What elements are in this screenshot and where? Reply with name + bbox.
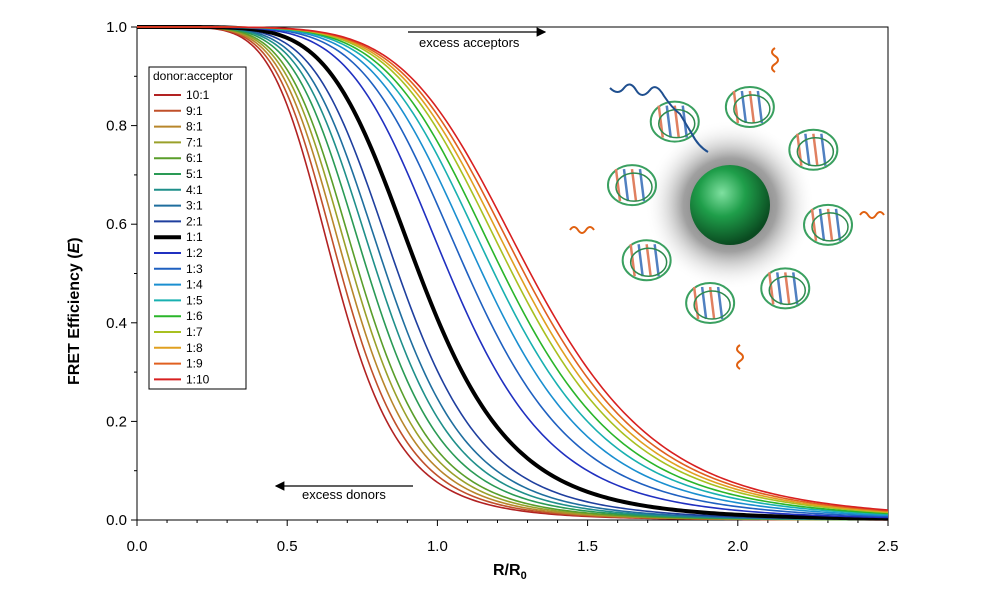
legend-label: 1:8 <box>186 341 203 355</box>
legend-label: 5:1 <box>186 167 203 181</box>
excess-donors-label: excess donors <box>302 487 386 502</box>
protein-icon <box>724 85 775 128</box>
y-axis: 0.0 0.2 0.4 0.6 0.8 1.0 <box>106 19 137 529</box>
emission-wave-icon-2 <box>569 226 595 234</box>
legend-label: 1:10 <box>186 372 210 386</box>
legend-label: 1:2 <box>186 246 203 260</box>
y-tick-label: 1.0 <box>106 19 127 36</box>
excitation-wave-icon <box>609 83 709 153</box>
legend-title: donor:acceptor <box>153 69 233 83</box>
emission-wave-icon-3 <box>771 47 779 73</box>
x-tick-label: 0.5 <box>277 538 298 555</box>
legend: donor:acceptor 10:1 9:1 8:17:1 6:1 5:1 4:1 3:1… <box>148 66 247 390</box>
protein-icon <box>621 239 672 282</box>
x-axis-title: R/R0 <box>493 562 527 582</box>
x-tick-label: 1.5 <box>577 538 598 555</box>
emission-wave-icon-4 <box>736 344 744 370</box>
legend-label: 1:3 <box>186 262 203 276</box>
protein-icon <box>788 128 839 171</box>
y-tick-label: 0.8 <box>106 118 127 135</box>
legend-label: 6:1 <box>186 151 203 165</box>
nanoparticle-illustration <box>569 47 885 370</box>
legend-label: 7:1 <box>186 135 203 149</box>
legend-label: 3:1 <box>186 199 203 213</box>
y-tick-label: 0.2 <box>106 413 127 430</box>
legend-label: 1:9 <box>186 357 203 371</box>
protein-icon <box>649 100 700 143</box>
y-tick-label: 0.4 <box>106 315 127 332</box>
protein-icon <box>803 203 854 246</box>
y-tick-label: 0.0 <box>106 512 127 529</box>
series-lines <box>137 25 889 521</box>
y-axis-title: FRET Efficiency (E) <box>66 237 83 385</box>
legend-label: 10:1 <box>186 88 210 102</box>
protein-icon <box>760 267 811 310</box>
legend-label: 1:4 <box>186 278 203 292</box>
legend-label: 8:1 <box>186 120 203 134</box>
x-tick-label: 1.0 <box>427 538 448 555</box>
legend-label: 1:1 <box>186 230 203 244</box>
protein-ring <box>606 85 854 325</box>
series-line-1-1 <box>137 25 889 521</box>
series-line-1-10 <box>137 26 889 511</box>
x-tick-label: 0.0 <box>127 538 148 555</box>
legend-label: 4:1 <box>186 183 203 197</box>
y-tick-label: 0.6 <box>106 216 127 233</box>
emission-wave-icon <box>859 211 885 219</box>
legend-label: 1:7 <box>186 325 203 339</box>
legend-label: 2:1 <box>186 214 203 228</box>
excess-acceptors-label: excess acceptors <box>419 35 520 50</box>
x-tick-label: 2.0 <box>727 538 748 555</box>
green-sphere <box>690 165 770 245</box>
x-tick-label: 2.5 <box>878 538 899 555</box>
legend-label: 1:6 <box>186 309 203 323</box>
legend-label: 1:5 <box>186 293 203 307</box>
protein-icon <box>685 282 736 325</box>
legend-box <box>148 66 247 390</box>
x-axis: 0.0 0.5 1.0 1.5 2.0 2.5 <box>127 520 899 555</box>
protein-icon <box>606 164 657 207</box>
legend-label: 9:1 <box>186 104 203 118</box>
